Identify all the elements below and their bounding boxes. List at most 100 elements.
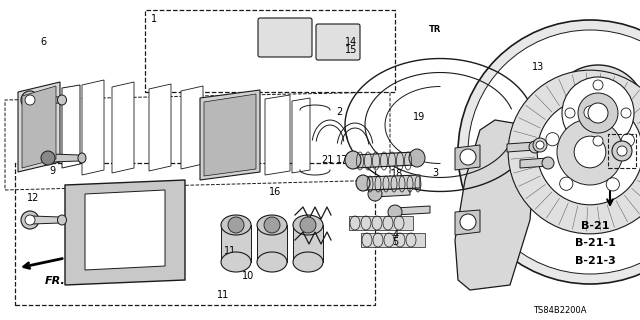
Circle shape: [300, 217, 316, 233]
Ellipse shape: [78, 153, 86, 163]
Polygon shape: [204, 94, 256, 176]
Circle shape: [373, 65, 383, 75]
Circle shape: [562, 77, 634, 149]
Circle shape: [621, 134, 634, 147]
Ellipse shape: [257, 215, 287, 235]
Circle shape: [21, 211, 39, 229]
Circle shape: [220, 67, 230, 77]
Polygon shape: [85, 190, 165, 270]
Polygon shape: [455, 210, 480, 235]
Text: 13: 13: [531, 62, 544, 72]
Text: 8: 8: [168, 212, 175, 223]
Circle shape: [606, 178, 620, 191]
Polygon shape: [200, 90, 260, 180]
Text: 21: 21: [321, 155, 334, 165]
Polygon shape: [293, 225, 323, 262]
Circle shape: [188, 45, 198, 55]
Ellipse shape: [345, 151, 361, 169]
Circle shape: [25, 215, 35, 225]
Bar: [145, 10, 395, 92]
Ellipse shape: [58, 95, 67, 105]
Text: 10: 10: [242, 271, 255, 281]
Circle shape: [621, 108, 631, 118]
Polygon shape: [257, 225, 287, 262]
Polygon shape: [221, 225, 251, 262]
Polygon shape: [62, 85, 80, 168]
Circle shape: [593, 136, 603, 146]
Polygon shape: [112, 82, 134, 173]
Text: B-21-1: B-21-1: [575, 238, 616, 248]
Circle shape: [533, 138, 547, 152]
Circle shape: [537, 99, 640, 205]
Polygon shape: [82, 80, 104, 175]
Text: 2: 2: [336, 107, 342, 117]
Polygon shape: [50, 154, 80, 162]
Ellipse shape: [293, 215, 323, 235]
Text: B-21: B-21: [581, 220, 609, 231]
Circle shape: [156, 31, 180, 55]
Text: B-21-3: B-21-3: [575, 256, 616, 266]
Circle shape: [368, 187, 382, 201]
Circle shape: [460, 149, 476, 165]
Circle shape: [206, 28, 250, 72]
Text: 9: 9: [49, 166, 56, 176]
Polygon shape: [32, 216, 60, 224]
Text: 7: 7: [72, 155, 79, 165]
Text: 6: 6: [40, 36, 47, 47]
Bar: [608, 134, 636, 168]
Polygon shape: [22, 86, 56, 168]
Ellipse shape: [221, 252, 251, 272]
Circle shape: [161, 36, 175, 50]
Circle shape: [460, 214, 476, 230]
Text: 16: 16: [269, 187, 282, 197]
Text: 4: 4: [392, 230, 399, 240]
Text: FR.: FR.: [45, 276, 65, 286]
Ellipse shape: [221, 215, 251, 235]
Polygon shape: [265, 95, 290, 175]
Text: 15: 15: [344, 44, 357, 55]
Polygon shape: [18, 82, 60, 172]
Ellipse shape: [58, 215, 67, 225]
Circle shape: [584, 106, 597, 119]
Polygon shape: [455, 120, 535, 290]
Circle shape: [25, 95, 35, 105]
Text: 12: 12: [27, 126, 40, 136]
Text: 20: 20: [595, 142, 608, 152]
Circle shape: [468, 30, 640, 274]
Circle shape: [612, 141, 632, 161]
Circle shape: [21, 91, 39, 109]
Circle shape: [264, 217, 280, 233]
Text: 5: 5: [392, 236, 399, 247]
Circle shape: [617, 146, 627, 156]
Circle shape: [508, 70, 640, 234]
Text: 11: 11: [224, 246, 237, 256]
Text: 12: 12: [27, 193, 40, 204]
Bar: [15, 163, 375, 305]
Polygon shape: [455, 145, 480, 170]
Ellipse shape: [257, 252, 287, 272]
Text: 3: 3: [432, 168, 438, 178]
Text: 19: 19: [413, 112, 426, 122]
Circle shape: [355, 55, 369, 69]
Text: 1: 1: [150, 14, 157, 24]
Circle shape: [214, 36, 242, 64]
Polygon shape: [349, 216, 413, 230]
Circle shape: [550, 65, 640, 161]
Circle shape: [574, 136, 606, 168]
Polygon shape: [181, 86, 203, 169]
Text: 17: 17: [336, 155, 349, 165]
Circle shape: [578, 93, 618, 133]
Text: 14: 14: [344, 36, 357, 47]
Polygon shape: [149, 84, 171, 171]
Ellipse shape: [356, 175, 370, 191]
Circle shape: [228, 217, 244, 233]
Text: 11: 11: [216, 290, 229, 300]
Polygon shape: [520, 158, 548, 168]
Circle shape: [546, 132, 559, 146]
Circle shape: [388, 205, 402, 219]
Polygon shape: [292, 98, 310, 173]
Circle shape: [559, 177, 573, 190]
Circle shape: [588, 103, 608, 123]
Text: TS84B2200A: TS84B2200A: [533, 306, 587, 315]
Polygon shape: [65, 180, 185, 285]
